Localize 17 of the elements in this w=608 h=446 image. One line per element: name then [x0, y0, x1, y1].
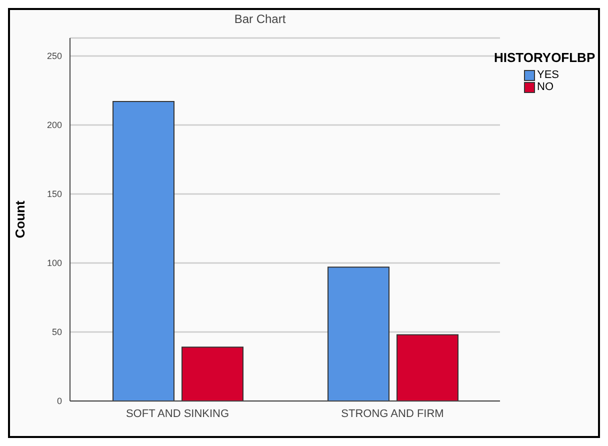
y-tick-label: 50 — [52, 327, 62, 338]
y-tick-label: 200 — [46, 120, 62, 130]
legend-label: NO — [537, 81, 554, 93]
chart-title: Bar Chart — [233, 12, 287, 26]
y-tick-label: 150 — [46, 189, 62, 200]
y-tick-label: 250 — [46, 51, 62, 62]
x-tick-label: SOFT AND SINKING — [126, 408, 230, 420]
bar — [396, 334, 458, 401]
y-tick-label: 100 — [46, 258, 62, 268]
x-tick-label: STRONG AND FIRM — [341, 408, 444, 420]
bar — [328, 266, 390, 401]
y-axis-title: Count — [12, 200, 28, 238]
bar — [182, 346, 244, 401]
legend-label: YES — [537, 69, 560, 81]
bar — [112, 100, 174, 401]
legend-title: HISTORYOFLBP — [494, 50, 596, 65]
y-tick-label: 0 — [56, 396, 62, 406]
